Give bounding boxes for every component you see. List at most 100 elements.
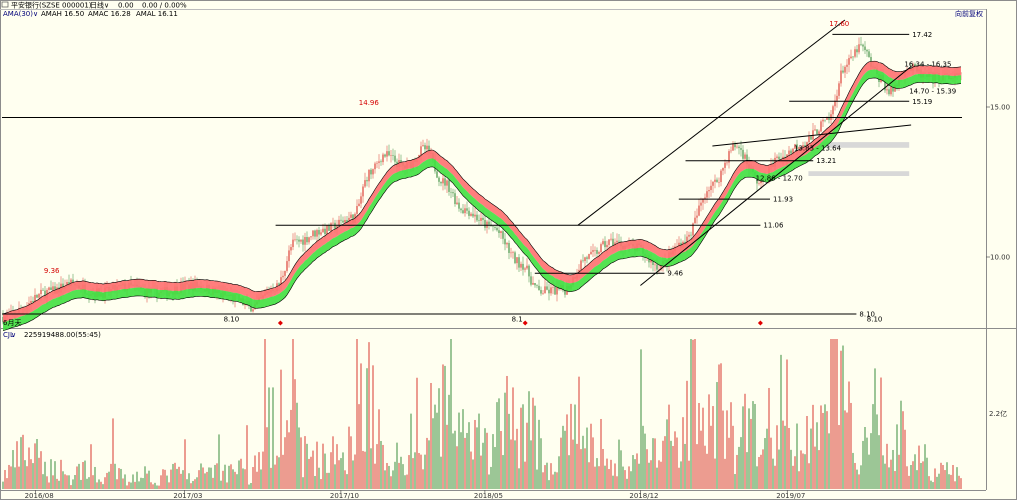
volume-bar (722, 410, 724, 489)
volume-bar (518, 468, 520, 489)
candle-body (776, 156, 778, 158)
candle-body (710, 185, 712, 191)
volume-bar (378, 409, 380, 489)
volume-bar (634, 459, 636, 489)
volume-bar (402, 464, 404, 489)
volume-bar (738, 446, 740, 489)
volume-bar (890, 459, 892, 489)
volume-bar (302, 477, 304, 489)
volume-bar (828, 433, 830, 489)
volume-bar (204, 473, 206, 489)
volume-bar (82, 461, 84, 489)
volume-bar (880, 377, 882, 489)
volume-name[interactable]: CJL (3, 331, 14, 339)
volume-bar (388, 465, 390, 489)
candle-body (792, 148, 794, 154)
candle-body (360, 196, 362, 204)
candle-body (362, 186, 364, 197)
amac-value: AMAC 16.28 (88, 10, 131, 18)
volume-bar (792, 465, 794, 489)
chevron-down-icon[interactable]: ∨ (104, 2, 109, 10)
volume-bar (2, 481, 4, 489)
time-tick-label: 2018/12 (629, 492, 658, 500)
volume-bar (270, 467, 272, 489)
candle-body (796, 144, 798, 150)
candle-body (476, 214, 478, 221)
trough-label: 8.10 (224, 316, 240, 324)
candle-body (820, 121, 822, 132)
volume-bar (770, 437, 772, 489)
volume-bar (20, 437, 22, 489)
candle-body (382, 154, 384, 163)
candle-body (652, 259, 654, 265)
candle-body (618, 240, 620, 242)
candle-body (650, 259, 652, 263)
period-label[interactable]: 日线 (90, 1, 104, 10)
volume-bar (696, 444, 698, 489)
volume-bar (506, 375, 508, 489)
volume-bar (154, 482, 156, 489)
chevron-down-icon[interactable]: ∨ (33, 10, 38, 18)
candle-body (450, 191, 452, 193)
volume-bar (570, 403, 572, 489)
volume-bar (364, 451, 366, 489)
volume-bar (144, 466, 146, 489)
volume-bar (262, 451, 264, 489)
candle-body (468, 210, 470, 216)
volume-bar (420, 454, 422, 489)
volume-bar (354, 454, 356, 489)
volume-bar (442, 364, 444, 489)
volume-bar (754, 403, 756, 489)
volume-bar (526, 422, 528, 489)
candle-body (378, 161, 380, 163)
window-menu-icon[interactable] (1, 1, 9, 8)
volume-bar (784, 425, 786, 489)
candle-body (578, 269, 580, 274)
candle-body (806, 142, 808, 147)
candle-body (422, 145, 424, 147)
volume-bar (608, 469, 610, 489)
volume-bar (490, 466, 492, 489)
volume-bar (876, 414, 878, 489)
volume-bar (42, 474, 44, 489)
candle-body (860, 44, 862, 45)
volume-bar (938, 473, 940, 489)
candle-body (590, 251, 592, 254)
volume-bar (10, 466, 12, 489)
volume-bar (624, 470, 626, 489)
volume-bar (834, 339, 836, 489)
volume-bar (120, 468, 122, 489)
candle-body (384, 154, 386, 157)
volume-bar (852, 452, 854, 489)
volume-bar (704, 445, 706, 489)
fq-label[interactable]: 向前复权 (955, 9, 983, 18)
volume-bar (360, 363, 362, 489)
volume-bar (648, 462, 650, 489)
candle-body (386, 151, 388, 157)
volume-bar (322, 443, 324, 489)
candle-body (734, 144, 736, 148)
volume-bar (12, 450, 14, 489)
candle-body (518, 257, 520, 268)
candle-body (864, 46, 866, 51)
volume-bar (352, 460, 354, 489)
volume-bar (314, 475, 316, 489)
gray-zone (813, 142, 910, 148)
candle-body (462, 210, 464, 214)
range-label: 16.34 - 16.35 (904, 61, 951, 69)
candle-body (494, 226, 496, 228)
candle-body (660, 264, 662, 270)
chevron-down-icon[interactable]: ∨ (11, 331, 16, 339)
volume-bar (4, 470, 6, 489)
volume-bar (228, 465, 230, 489)
time-tick-label: 2017/03 (173, 492, 202, 500)
candle-body (596, 249, 598, 254)
candle-body (536, 285, 538, 286)
volume-bar (580, 449, 582, 489)
volume-bar (838, 425, 840, 489)
indicator-name[interactable]: AMA(30) (3, 10, 33, 18)
volume-bar (444, 365, 446, 489)
volume-bar (102, 484, 104, 489)
volume-bar (480, 455, 482, 489)
candle-body (460, 208, 462, 211)
